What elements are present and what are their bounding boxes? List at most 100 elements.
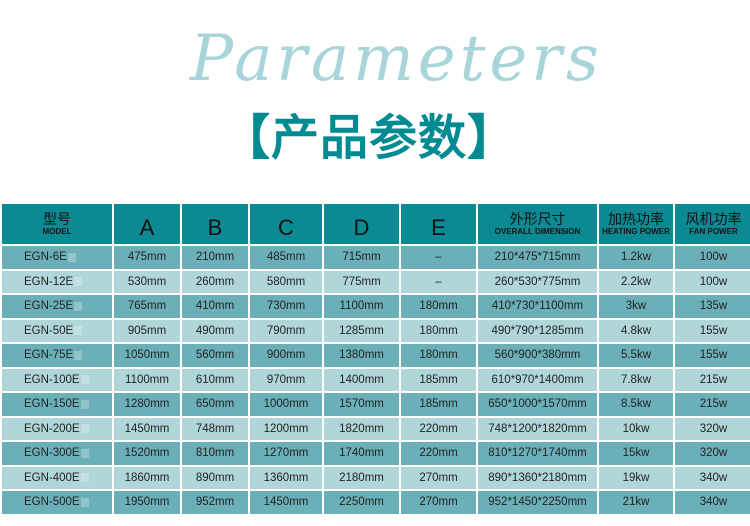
table-cell: 1285mm (324, 319, 399, 342)
table-cell: 220mm (401, 442, 476, 465)
table-cell: 952*1450*2250mm (478, 491, 597, 514)
table-cell: 4.8kw (599, 319, 673, 342)
table-cell: 2250mm (324, 491, 399, 514)
table-cell: 650mm (182, 393, 248, 416)
model-cell: EGN-150E (2, 393, 112, 416)
table-cell: 155w (675, 344, 750, 367)
table-row: EGN-150E 1280mm 650mm 1000mm 1570mm 185mm 650*… (2, 393, 750, 416)
table-cell: 10kw (599, 417, 673, 440)
table-cell: 185mm (401, 368, 476, 391)
table-cell: 180mm (401, 295, 476, 318)
table-cell: 1000mm (250, 393, 322, 416)
column-header: E (401, 204, 476, 244)
table-cell: 155w (675, 319, 750, 342)
table-cell: 215w (675, 393, 750, 416)
table-cell: 270mm (401, 466, 476, 489)
table-cell: 1950mm (114, 491, 180, 514)
table-cell: 320w (675, 417, 750, 440)
table-cell: 2.2kw (599, 270, 673, 293)
table-cell: 1860mm (114, 466, 180, 489)
table-cell: 7.8kw (599, 368, 673, 391)
table-cell: – (401, 246, 476, 269)
model-name: EGN-100E (24, 373, 80, 386)
table-cell: 410mm (182, 295, 248, 318)
table-cell: 135w (675, 295, 750, 318)
header-cn: 风机功率 (685, 210, 742, 227)
table-row: EGN-100E 1100mm 610mm 970mm 1400mm 185mm 610*9… (2, 368, 750, 391)
header-cn: 外形尺寸 (509, 210, 566, 227)
column-header: D (324, 204, 399, 244)
table-cell: 1400mm (324, 368, 399, 391)
table-cell: 340w (675, 491, 750, 514)
table-row: EGN-50E 905mm 490mm 790mm 1285mm 180mm 490*790… (2, 319, 750, 342)
table-cell: 810mm (182, 442, 248, 465)
table-cell: 970mm (250, 368, 322, 391)
table-cell: 890*1360*2180mm (478, 466, 597, 489)
table-cell: 410*730*1100mm (478, 295, 597, 318)
table-row: EGN-400E 1860mm 890mm 1360mm 2180mm 270mm 890*… (2, 466, 750, 489)
table-cell: 100w (675, 270, 750, 293)
square-mark-icon (80, 399, 89, 409)
table-cell: 180mm (401, 319, 476, 342)
table-cell: 15kw (599, 442, 673, 465)
table-cell: 1450mm (114, 417, 180, 440)
square-mark-icon (74, 277, 83, 287)
square-mark-icon (74, 350, 83, 360)
header-en: OVERALL DIMENSION (494, 226, 581, 236)
table-cell: 715mm (324, 246, 399, 269)
column-header: A (114, 204, 180, 244)
table-row: EGN-75E 1050mm 560mm 900mm 1380mm 180mm 560*90… (2, 344, 750, 367)
table-cell: 810*1270*1740mm (478, 442, 597, 465)
table-cell: 530mm (114, 270, 180, 293)
table-cell: 5.5kw (599, 344, 673, 367)
table-cell: 340w (675, 466, 750, 489)
table-cell: 210*475*715mm (478, 246, 597, 269)
table-cell: 485mm (250, 246, 322, 269)
model-cell: EGN-6E (2, 246, 112, 269)
table-cell: 1570mm (324, 393, 399, 416)
model-name: EGN-500E (24, 496, 80, 509)
title-script: Parameters (190, 22, 603, 96)
parameters-table: 型号 MODEL A B C D E 外形尺寸 OVERALL DIMENSION 加热功率 HEA… (0, 202, 750, 516)
model-cell: EGN-100E (2, 368, 112, 391)
table-cell: 560mm (182, 344, 248, 367)
table-cell: 1360mm (250, 466, 322, 489)
model-name: EGN-150E (24, 398, 80, 411)
table-row: EGN-500E 1950mm 952mm 1450mm 2250mm 270mm 952*… (2, 491, 750, 514)
table-cell: 210mm (182, 246, 248, 269)
model-name: EGN-75E (24, 349, 74, 362)
model-name: EGN-200E (24, 422, 80, 435)
column-header: 外形尺寸 OVERALL DIMENSION (478, 204, 597, 244)
column-header: 加热功率 HEATING POWER (599, 204, 673, 244)
square-mark-icon (80, 448, 89, 458)
model-name: EGN-12E (24, 275, 74, 288)
table-cell: 900mm (250, 344, 322, 367)
table-row: EGN-12E 530mm 260mm 580mm 775mm –260*530*775m… (2, 270, 750, 293)
table-cell: 790mm (250, 319, 322, 342)
table-row: EGN-25E 765mm 410mm 730mm 1100mm 180mm 410*730… (2, 295, 750, 318)
table-cell: 1100mm (114, 368, 180, 391)
table-cell: 100w (675, 246, 750, 269)
table-cell: 215w (675, 368, 750, 391)
table-cell: 1520mm (114, 442, 180, 465)
header-en: HEATING POWER (602, 226, 670, 236)
header-cn: 型号 (43, 210, 71, 227)
table-cell: 260*530*775mm (478, 270, 597, 293)
table-cell: 475mm (114, 246, 180, 269)
table-cell: 270mm (401, 491, 476, 514)
table-cell: 610mm (182, 368, 248, 391)
table-cell: 180mm (401, 344, 476, 367)
table-cell: 748mm (182, 417, 248, 440)
header-en: FAN POWER (689, 226, 738, 236)
table-row: EGN-6E 475mm 210mm 485mm 715mm –210*475*715mm… (2, 246, 750, 269)
table-cell: 1100mm (324, 295, 399, 318)
square-mark-icon (80, 473, 89, 483)
table-cell: 1200mm (250, 417, 322, 440)
table-cell: 730mm (250, 295, 322, 318)
column-header: B (182, 204, 248, 244)
model-cell: EGN-75E (2, 344, 112, 367)
model-cell: EGN-50E (2, 319, 112, 342)
table-cell: 19kw (599, 466, 673, 489)
title-cn: 【产品参数】 (222, 110, 517, 166)
table-cell: 580mm (250, 270, 322, 293)
